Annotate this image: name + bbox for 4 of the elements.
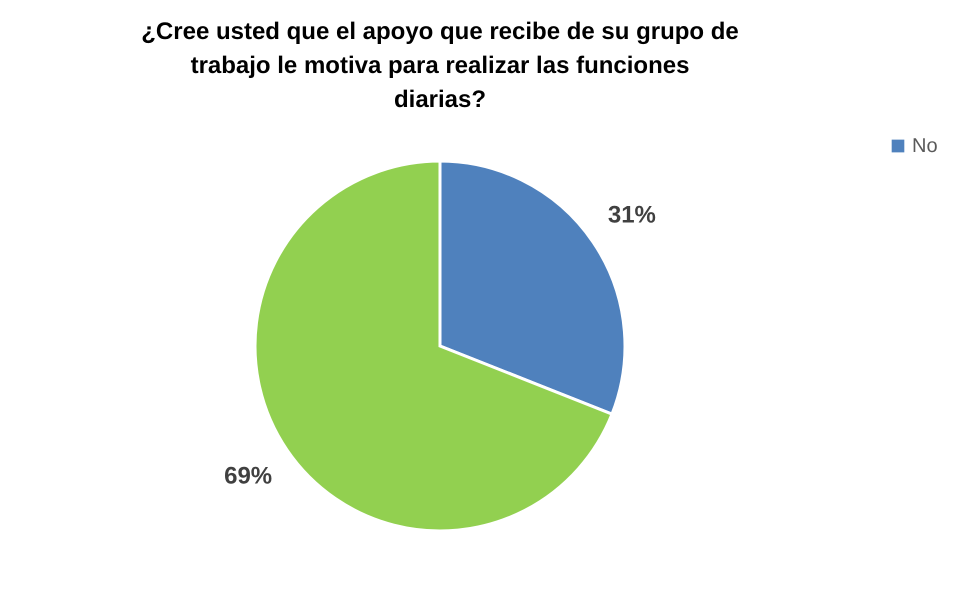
data-label: 31% bbox=[608, 202, 656, 229]
legend-label: No bbox=[912, 135, 938, 157]
chart-title: ¿Cree usted que el apoyo que recibe de su grupo de trabajo le motiva para realizar las funciones diarias? bbox=[141, 18, 739, 113]
data-label: 69% bbox=[224, 462, 272, 490]
